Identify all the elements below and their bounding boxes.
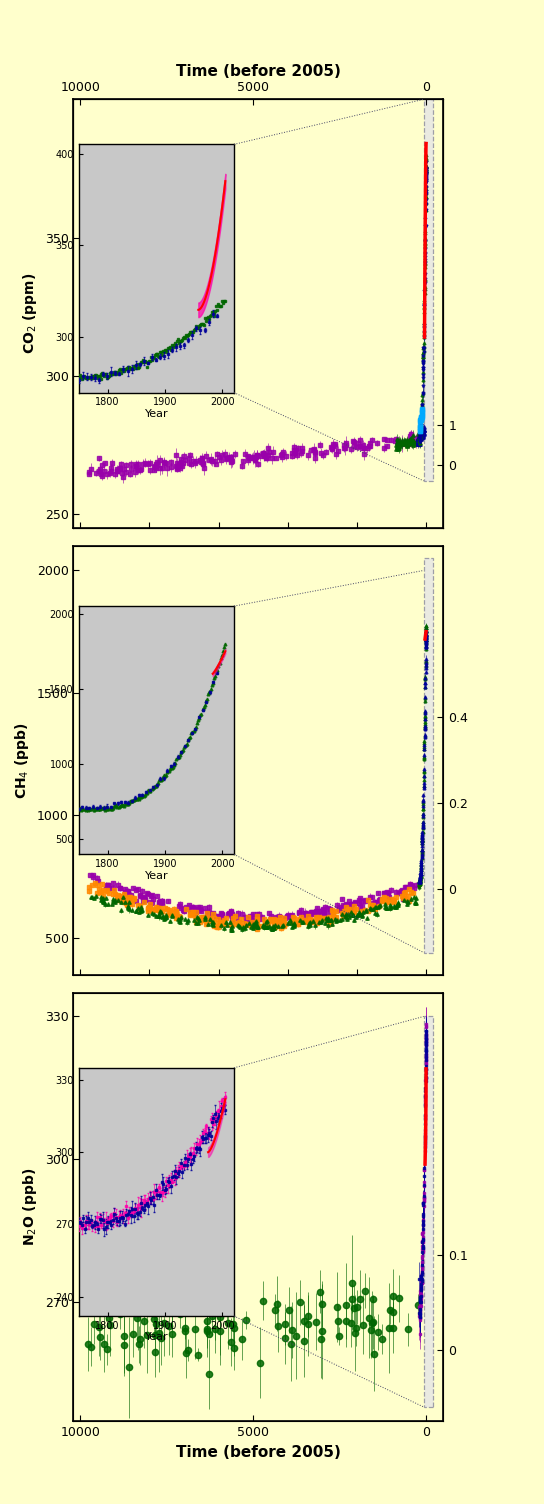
X-axis label: Year: Year [145, 1333, 168, 1342]
Y-axis label: N$_2$O (ppb): N$_2$O (ppb) [21, 1167, 39, 1247]
X-axis label: Year: Year [145, 871, 168, 880]
Bar [424, 99, 433, 481]
Y-axis label: CO$_2$ (ppm): CO$_2$ (ppm) [21, 272, 39, 355]
Y-axis label: CH$_4$ (ppb): CH$_4$ (ppb) [13, 722, 31, 799]
Bar [424, 1017, 433, 1406]
X-axis label: Time (before 2005): Time (before 2005) [176, 1445, 341, 1460]
Bar [424, 558, 433, 952]
X-axis label: Year: Year [145, 409, 168, 418]
X-axis label: Time (before 2005): Time (before 2005) [176, 63, 341, 78]
